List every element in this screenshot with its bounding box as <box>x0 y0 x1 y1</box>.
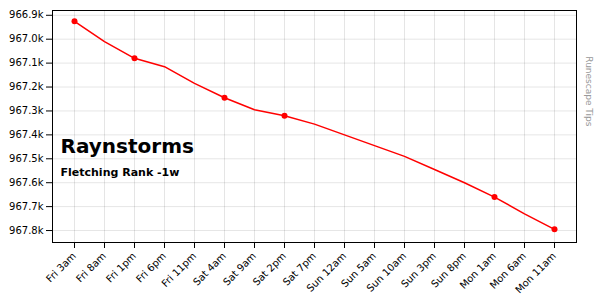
svg-text:Fri 11pm: Fri 11pm <box>159 250 198 289</box>
svg-text:967.6k: 967.6k <box>9 177 44 188</box>
svg-text:967.0k: 967.0k <box>9 33 44 44</box>
svg-text:Sat 2pm: Sat 2pm <box>250 250 289 288</box>
svg-text:Sun 10am: Sun 10am <box>364 250 408 294</box>
svg-text:Fri 3am: Fri 3am <box>44 250 78 284</box>
svg-text:Mon 11am: Mon 11am <box>513 250 558 295</box>
svg-text:Sat 7pm: Sat 7pm <box>280 250 319 288</box>
svg-text:967.2k: 967.2k <box>9 81 44 92</box>
svg-text:967.3k: 967.3k <box>9 105 44 116</box>
svg-text:Mon 6am: Mon 6am <box>487 250 529 291</box>
svg-text:Sun 8pm: Sun 8pm <box>428 250 469 290</box>
svg-text:Sun 12am: Sun 12am <box>304 250 348 294</box>
svg-text:Mon 1am: Mon 1am <box>457 250 499 291</box>
svg-text:Sun 3pm: Sun 3pm <box>398 250 439 290</box>
svg-text:Fri 1pm: Fri 1pm <box>104 250 138 284</box>
svg-text:Fletching Rank -1w: Fletching Rank -1w <box>61 166 180 179</box>
svg-text:967.8k: 967.8k <box>9 225 44 236</box>
svg-text:967.1k: 967.1k <box>9 57 44 68</box>
svg-text:Sun 5am: Sun 5am <box>339 250 379 290</box>
svg-text:Raynstorms: Raynstorms <box>61 134 194 158</box>
svg-text:Fri 8am: Fri 8am <box>74 250 108 284</box>
svg-text:Sat 9am: Sat 9am <box>220 250 259 288</box>
svg-text:966.9k: 966.9k <box>9 9 44 20</box>
svg-text:967.5k: 967.5k <box>9 153 44 164</box>
svg-text:967.4k: 967.4k <box>9 129 44 140</box>
svg-text:967.7k: 967.7k <box>9 201 44 212</box>
svg-text:Sat 4am: Sat 4am <box>190 250 229 288</box>
svg-text:Runescape Tips: Runescape Tips <box>584 56 594 126</box>
svg-text:Fri 6pm: Fri 6pm <box>133 250 169 285</box>
